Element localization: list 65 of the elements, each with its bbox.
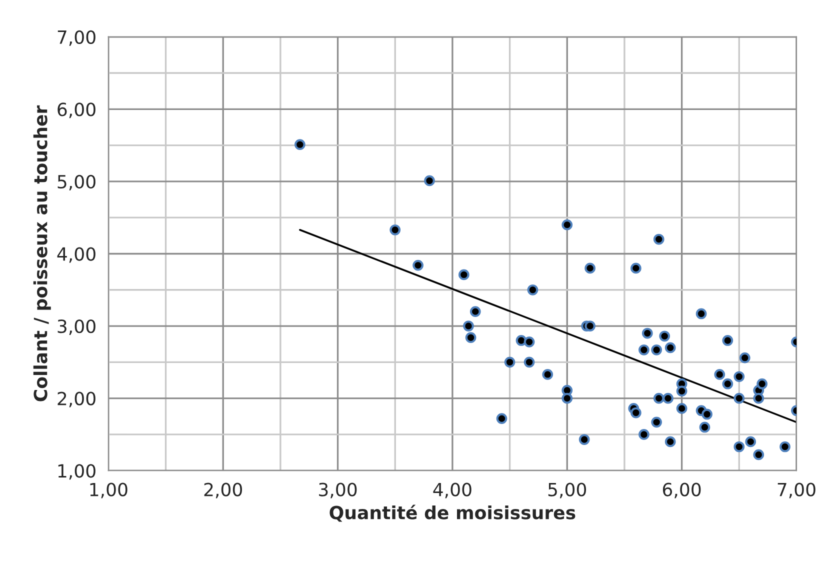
point <box>659 330 670 342</box>
point <box>524 356 535 368</box>
point <box>562 219 573 230</box>
x-tick-label: 1,00 <box>90 482 128 498</box>
point <box>458 269 470 280</box>
y-tick-label: 1,00 <box>58 464 96 480</box>
point <box>651 344 662 356</box>
point <box>424 175 435 186</box>
point <box>630 262 642 274</box>
point <box>699 422 710 433</box>
point <box>504 356 516 368</box>
x-tick-label: 7,00 <box>778 482 816 498</box>
y-axis-title: Collant / poisseux au toucher <box>33 105 51 402</box>
y-tick-label: 7,00 <box>58 30 96 46</box>
y-tick-label: 3,00 <box>58 319 96 335</box>
point <box>527 284 538 296</box>
x-tick-label: 4,00 <box>433 482 472 498</box>
point <box>702 408 712 420</box>
point <box>651 416 662 428</box>
point <box>524 336 535 348</box>
point <box>578 434 590 445</box>
point <box>734 371 745 382</box>
point <box>734 441 745 452</box>
x-tick-label: 6,00 <box>662 482 701 498</box>
x-tick-label: 2,00 <box>204 482 242 498</box>
point <box>294 139 306 150</box>
point <box>756 378 768 390</box>
point <box>584 320 596 332</box>
point <box>780 441 790 452</box>
point <box>638 429 650 440</box>
point <box>676 386 688 397</box>
point <box>676 403 688 414</box>
point <box>630 407 642 418</box>
point <box>753 449 764 460</box>
point <box>745 436 756 448</box>
x-axis-title: Quantité de moisissures <box>330 504 576 522</box>
y-tick-label: 4,00 <box>57 247 96 263</box>
point <box>653 234 664 245</box>
point <box>664 342 676 354</box>
point <box>412 260 424 271</box>
point <box>642 328 653 339</box>
point <box>584 262 596 274</box>
point <box>496 413 508 424</box>
point <box>638 344 650 356</box>
point <box>753 392 764 404</box>
point <box>714 369 726 380</box>
x-tick-label: 3,00 <box>319 482 357 498</box>
point <box>734 392 745 404</box>
point <box>722 378 734 390</box>
y-tick-label: 2,00 <box>58 392 96 408</box>
point <box>696 308 707 320</box>
point <box>390 224 401 236</box>
point <box>470 306 481 318</box>
point <box>465 332 476 344</box>
point <box>664 436 676 448</box>
point <box>463 320 474 332</box>
y-tick-label: 6,00 <box>58 102 96 118</box>
point <box>722 335 734 346</box>
point <box>662 392 674 404</box>
point <box>542 369 554 380</box>
point <box>562 392 573 404</box>
point <box>739 352 750 364</box>
x-tick-label: 5,00 <box>548 482 586 498</box>
y-tick-label: 5,00 <box>58 174 96 190</box>
point <box>653 392 664 404</box>
